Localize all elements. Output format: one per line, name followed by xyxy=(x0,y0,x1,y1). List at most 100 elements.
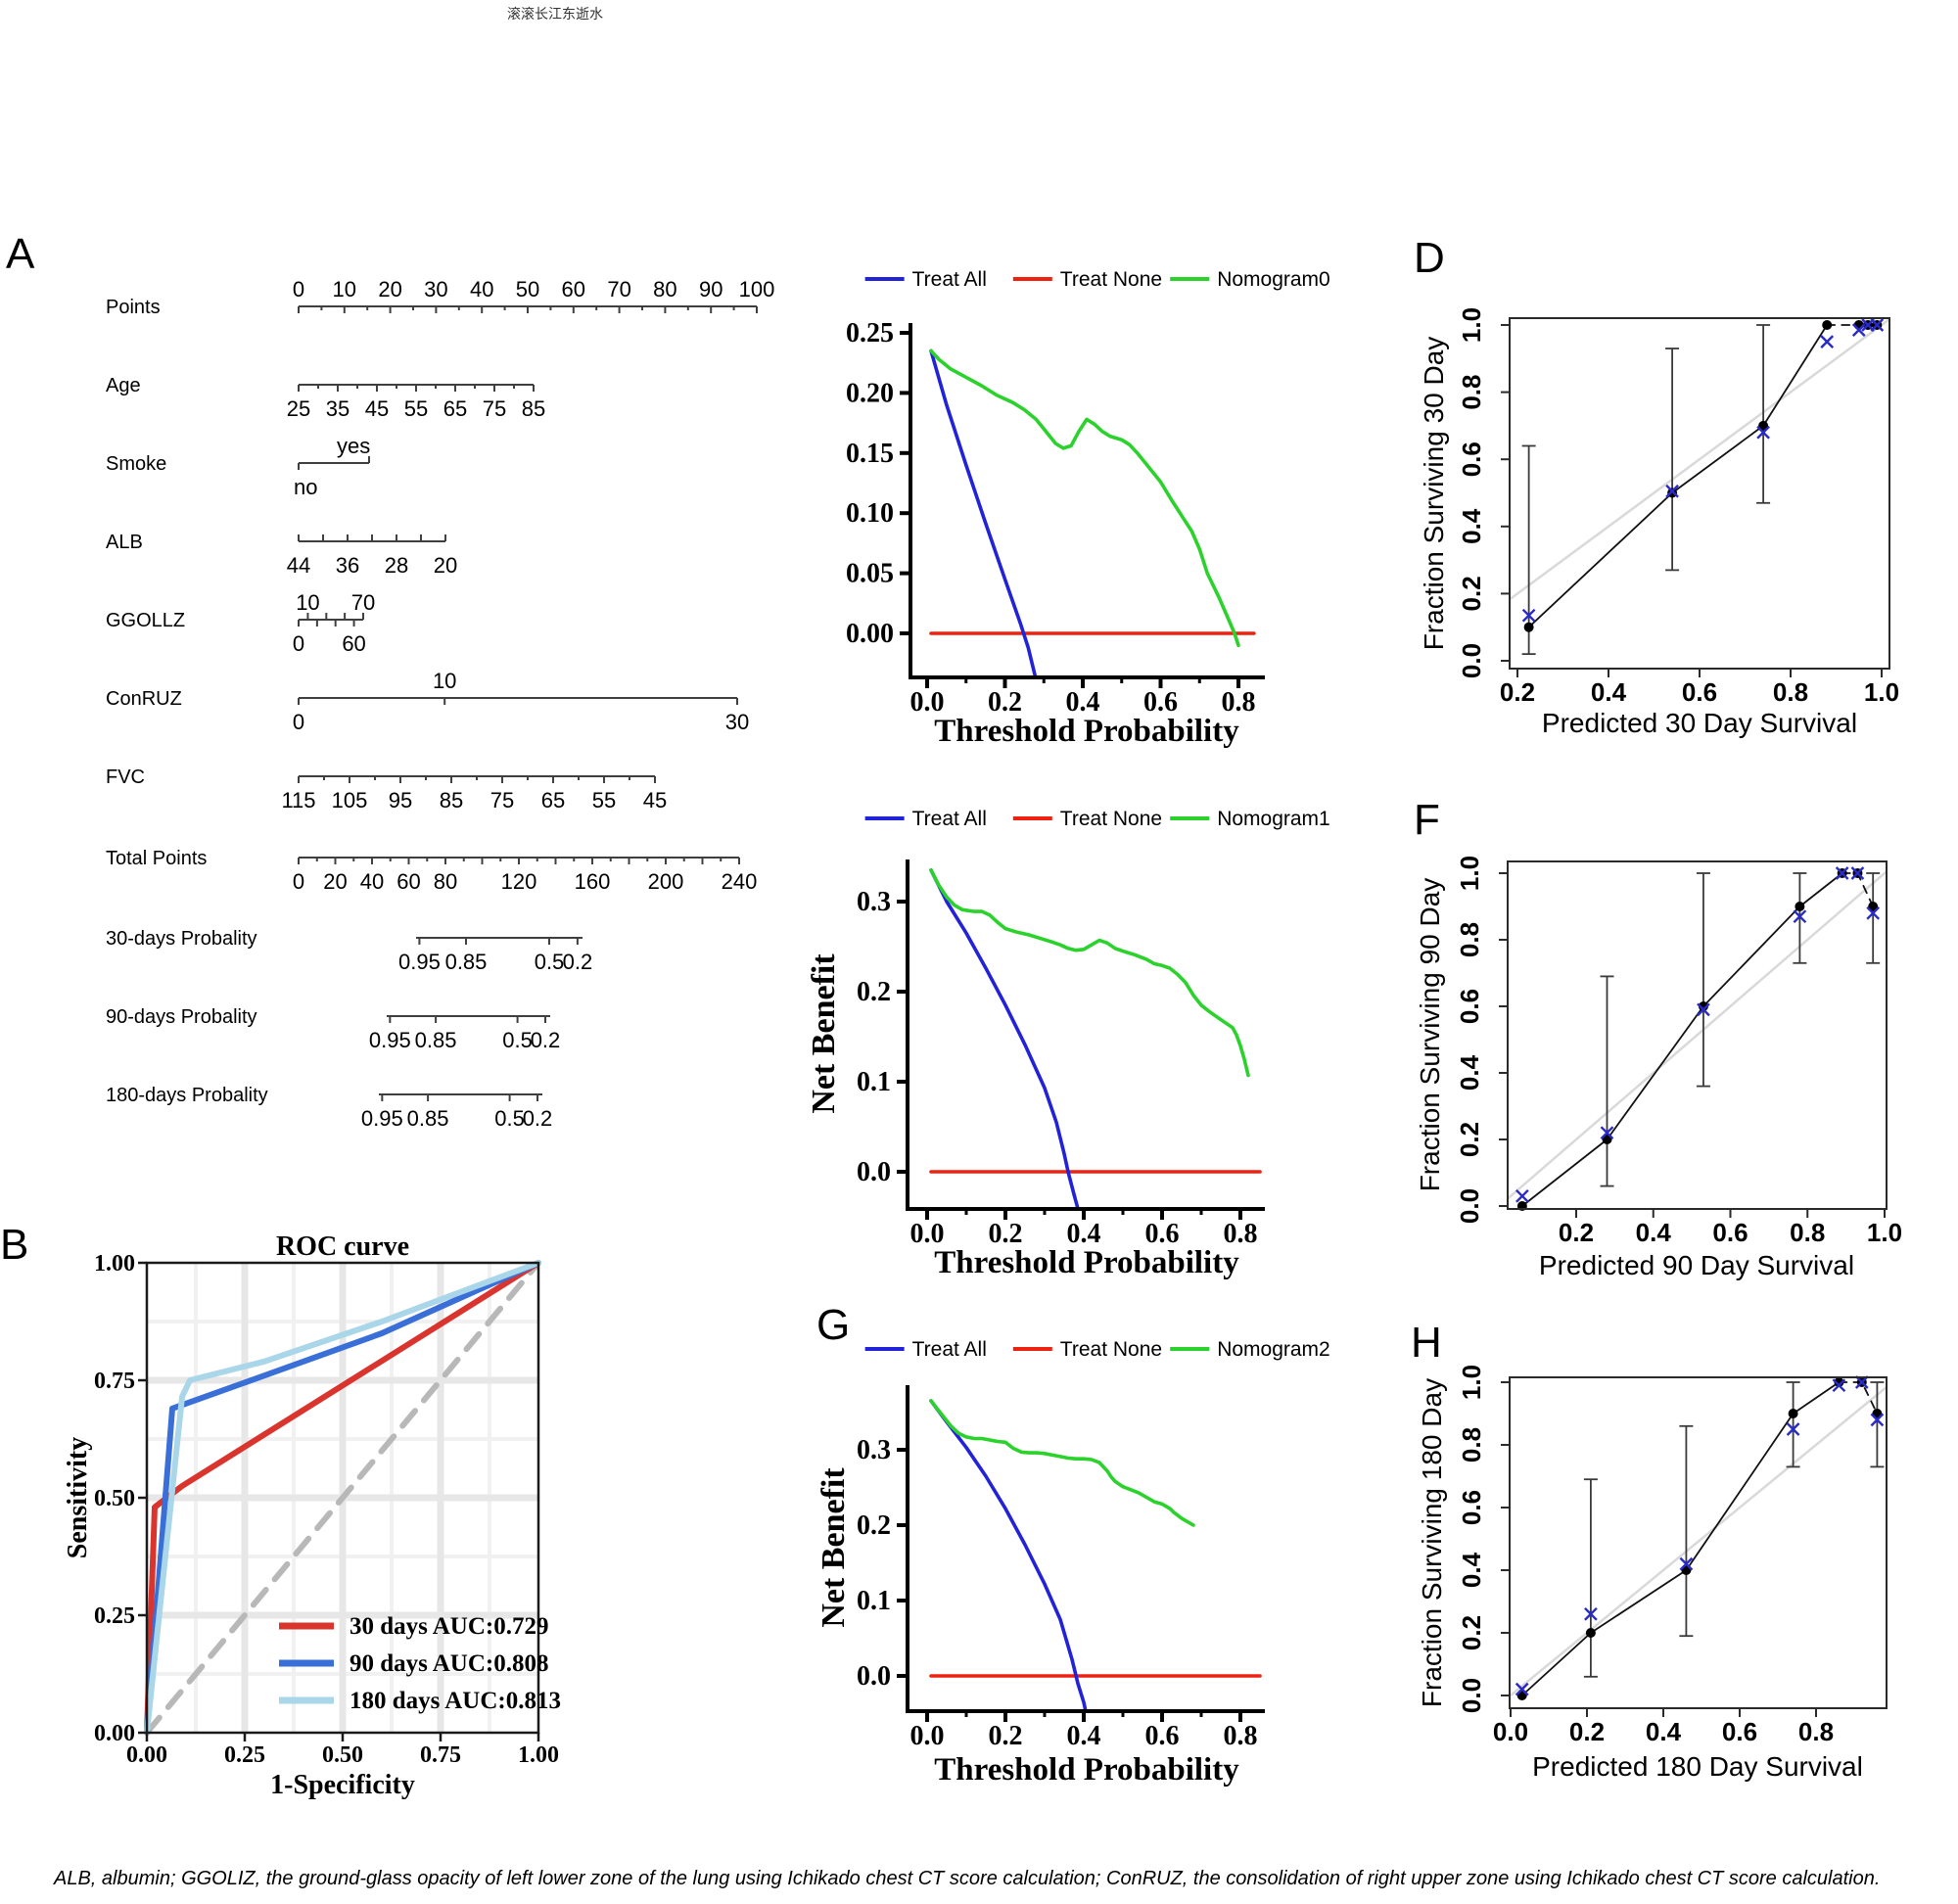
y-tick-label: 0.2 xyxy=(1457,576,1486,611)
nomogram-tick-label: 35 xyxy=(326,396,350,421)
y-axis-label: Sensitivity xyxy=(63,1437,93,1558)
series-90-days xyxy=(144,1260,541,1736)
x-axis-label: 1-Specificity xyxy=(270,1770,415,1800)
nomogram-tick-label: 0.5 xyxy=(494,1106,525,1131)
nomogram-tick-label: 10 xyxy=(433,669,456,693)
x-tick-label: 1.0 xyxy=(1867,1218,1902,1247)
line xyxy=(1820,335,1835,348)
observed-dot xyxy=(1868,902,1879,911)
error-bars xyxy=(1600,872,1881,1187)
cross-marker xyxy=(1515,1188,1529,1203)
nomogram-tick-label: 115 xyxy=(281,788,315,813)
y-tick-label: 0.6 xyxy=(1455,989,1484,1024)
nomogram-tick-label: 0.95 xyxy=(369,1028,411,1052)
cross-marker xyxy=(1866,906,1881,920)
nomogram-tick-label: 28 xyxy=(385,553,408,578)
error-bars xyxy=(1521,324,1771,656)
plot-box xyxy=(1509,317,1890,670)
line xyxy=(1515,1188,1529,1203)
nomogram-tick-label: 0 xyxy=(293,277,304,302)
y-tick-label: 1.0 xyxy=(1455,856,1484,891)
observed-dot xyxy=(1822,320,1833,330)
y-tick-label: 0.75 xyxy=(94,1369,135,1394)
nomogram-row-label: Age xyxy=(106,375,141,396)
nomogram-tick-label: 10 xyxy=(296,590,319,615)
y-tick-label: 0.3 xyxy=(857,1435,891,1465)
y-tick-label: 0.05 xyxy=(846,559,894,589)
y-tick-label: 0.8 xyxy=(1457,375,1486,410)
nomogram-row-conruz: ConRUZ 0 10 30 xyxy=(106,669,749,734)
line xyxy=(1851,323,1866,337)
x-tick-label: 0.8 xyxy=(1790,1218,1825,1247)
x-tick-label: 0.25 xyxy=(224,1742,265,1768)
cross-marker xyxy=(1850,866,1865,880)
series-treat-all xyxy=(929,868,1080,1211)
nomogram-tick-label: 0.95 xyxy=(361,1106,403,1131)
line xyxy=(1665,484,1679,498)
dca2-plot: 0.0 0.2 0.4 0.6 0.8 0.0 0.1 0.2 0.3 Threshold Pro… xyxy=(816,1338,1330,1788)
x-axis-label: Threshold Probability xyxy=(934,714,1239,749)
nomogram-tick-label: 0.2 xyxy=(523,1106,553,1131)
legend-label: 180 days AUC:0.813 xyxy=(350,1688,561,1714)
line xyxy=(1832,1378,1846,1393)
panel-label-g: G xyxy=(816,1301,851,1349)
cross-marker xyxy=(1521,608,1536,623)
nomogram-tick-label: 75 xyxy=(490,788,514,813)
x-axis-label: Predicted 30 Day Survival xyxy=(1542,708,1857,738)
observed-dot xyxy=(1834,1377,1844,1387)
nomogram-row-label: 30-days Probality xyxy=(106,928,257,950)
panel-label-h: H xyxy=(1411,1319,1442,1367)
line xyxy=(1835,866,1849,880)
nomogram-row-p30: 30-days Probality 0.95 0.85 0.50.2 xyxy=(106,928,592,974)
nomogram-tick-label: 0.2 xyxy=(531,1028,561,1052)
nomogram-row-fvc: FVC 115 105 95 85 75 65 55 45 xyxy=(106,766,667,813)
x-tick-label: 0.4 xyxy=(1067,1219,1101,1249)
nomogram-tick-label: 25 xyxy=(287,396,310,421)
x-tick-label: 0.4 xyxy=(1636,1218,1672,1247)
y-tick-label: 0.0 xyxy=(1455,1188,1484,1224)
cross-marker xyxy=(1679,1556,1694,1571)
nomogram-row-label: GGOLLZ xyxy=(106,610,185,631)
nomogram-tick-label: 40 xyxy=(470,277,493,302)
x-tick-label: 1.0 xyxy=(1864,677,1899,707)
nomogram-tick-label: 95 xyxy=(389,788,412,813)
cross-marker xyxy=(1584,1606,1598,1621)
x-tick-label: 0.6 xyxy=(1712,1218,1748,1247)
cross-marker xyxy=(1851,323,1866,337)
legend-label: Treat None xyxy=(1060,808,1162,830)
line xyxy=(1793,909,1807,924)
roc-legend: 30 days AUC:0.729 90 days AUC:0.808 180 da… xyxy=(279,1613,561,1714)
cal180-plot: 0.0 0.2 0.4 0.6 0.8 0.0 0.2 0.4 0.6 0.8 1.0 Predict… xyxy=(1417,1365,1888,1782)
series-180-days xyxy=(144,1260,541,1736)
series-treat-all xyxy=(929,1399,1088,1713)
x-tick-label: 0.8 xyxy=(1773,677,1808,707)
calibration-line-solid xyxy=(1521,872,1843,1207)
x-tick-label: 0.2 xyxy=(989,1721,1023,1751)
y-tick-label: 1.0 xyxy=(1457,307,1486,343)
y-tick-label: 0.0 xyxy=(857,1661,891,1692)
y-tick-label: 0.6 xyxy=(1457,1490,1486,1525)
nomogram-row-label: 180-days Probality xyxy=(106,1085,268,1106)
nomogram-tick-label: 60 xyxy=(342,631,365,656)
panel-label-d: D xyxy=(1414,234,1445,282)
x-axis-label: Predicted 180 Day Survival xyxy=(1532,1751,1863,1782)
nomogram-row-total: Total Points 0 20 40 60 80 120 160 200 240 xyxy=(106,848,757,894)
y-tick-label: 1.00 xyxy=(94,1251,135,1277)
y-tick-label: 0.1 xyxy=(857,1586,891,1616)
series-reference xyxy=(144,1260,541,1736)
dca1-legend: Treat All Treat None Nomogram1 xyxy=(864,808,1330,830)
x-tick-label: 1.00 xyxy=(518,1742,559,1768)
y-tick-label: 0.1 xyxy=(857,1067,891,1097)
line xyxy=(1870,1413,1885,1427)
cross-marker xyxy=(1793,909,1807,924)
nomogram-tick-label: 75 xyxy=(483,396,506,421)
series-nomogram2 xyxy=(929,1399,1195,1527)
cross-marker xyxy=(1835,866,1849,880)
observed-dot xyxy=(1795,902,1805,911)
y-axis-label: Fraction Surviving 90 Day xyxy=(1415,878,1445,1192)
y-tick-label: 0.50 xyxy=(94,1486,135,1511)
nomogram-row-p180: 180-days Probality 0.95 0.85 0.50.2 xyxy=(106,1085,552,1131)
